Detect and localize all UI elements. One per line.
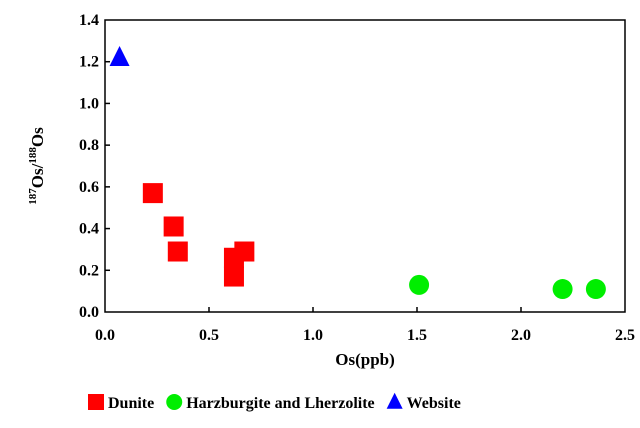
legend-dunite-marker [88,394,104,410]
y-tick-label: 1.0 [79,95,99,112]
y-tick-label: 1.2 [79,54,99,71]
legend-website-label: Website [407,395,461,412]
dunite-point [223,266,244,287]
y-tick-label: 0.4 [79,221,99,238]
harzburgite-and-lherzolite-point [409,274,430,295]
dunite-point [142,183,163,204]
y-axis-title: 187Os/188Os [27,127,47,205]
harzburgite-and-lherzolite-point [585,279,606,300]
legend-dunite-label: Dunite [108,395,154,412]
legend-harzburgite-and-lherzolite-label: Harzburgite and Lherzolite [186,395,374,412]
dunite-point [163,216,184,237]
legend-harzburgite-and-lherzolite-marker [166,394,183,410]
y-axis-title-text1: Os/ [28,163,47,188]
x-tick-label: 1.0 [303,327,323,344]
x-tick-label: 0.0 [95,327,115,344]
x-axis-title: Os(ppb) [335,350,395,369]
y-tick-label: 0.2 [79,262,99,279]
y-axis-title-sup2: 188 [27,147,39,164]
dunite-point [234,241,255,262]
plot-area [104,19,626,313]
legend: Dunite Harzburgite and Lherzolite Website [88,392,461,412]
x-axis: 0.0 0.5 1.0 1.5 2.0 2.5 [95,307,635,344]
legend-website-marker [386,392,403,409]
dunite-point [167,241,188,262]
website-point [109,46,130,67]
data-points [109,46,606,300]
harzburgite-and-lherzolite-point [552,279,573,300]
y-tick-label: 1.4 [79,12,99,29]
x-tick-label: 1.5 [407,327,427,344]
x-tick-label: 2.0 [511,327,531,344]
y-axis-title-sup1: 187 [27,188,39,205]
y-axis-title-text2: Os [28,127,47,147]
x-tick-label: 0.5 [199,327,219,344]
y-tick-label: 0.8 [79,137,99,154]
y-tick-label: 0.0 [79,304,99,321]
y-tick-label: 0.6 [79,179,99,196]
x-tick-label: 2.5 [615,327,635,344]
y-axis: 0.0 0.2 0.4 0.6 0.8 1.0 1.2 1.4 [79,12,110,321]
